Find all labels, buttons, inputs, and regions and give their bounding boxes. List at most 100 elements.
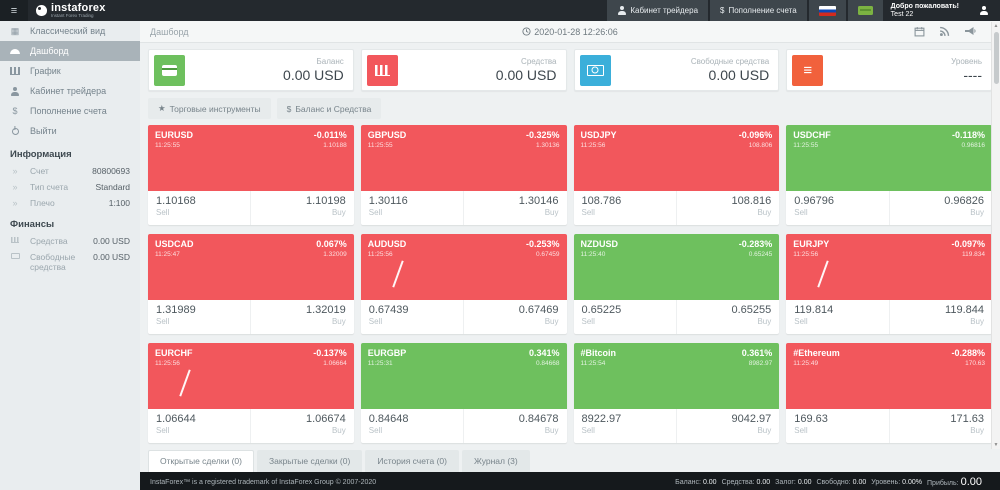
buy-price: 0.67469 (518, 304, 559, 316)
buy-quote-button[interactable]: 1.32019 Buy (250, 300, 353, 334)
buy-quote-button[interactable]: 0.65255 Buy (675, 300, 779, 334)
filter-button[interactable]: ★ Торговые инструменты (148, 98, 271, 119)
sell-quote-button[interactable]: 0.84648 Sell (361, 409, 463, 443)
quote-tile[interactable]: AUDUSD 11:25:56 -0.253% 0.67459 0.67439 … (360, 234, 567, 334)
info-section-title: Информация (10, 149, 72, 160)
quote-tile-header: GBPUSD 11:25:55 -0.325% 1.30136 (360, 125, 567, 191)
mini-bar-chart-icon (0, 236, 30, 243)
scrollbar-thumb[interactable] (993, 32, 999, 84)
pair-last-price: 1.32009 (323, 251, 347, 258)
sidebar: ▦ Классический вид Дашборд График Кабине… (0, 21, 140, 490)
language-flag-button[interactable] (808, 0, 846, 21)
buy-quote-button[interactable]: 1.06674 Buy (250, 409, 353, 443)
credit-card-icon (154, 54, 185, 86)
deals-tab[interactable]: Закрытые сделки (0) (256, 450, 363, 472)
sell-price: 0.96796 (794, 195, 835, 207)
sell-quote-button[interactable]: 1.30116 Sell (361, 191, 463, 225)
calendar-icon[interactable] (914, 26, 925, 37)
quote-tile-header: EURCHF 11:25:56 -0.137% 1.06664 (148, 343, 354, 409)
sidebar-item-deposit[interactable]: $ Пополнение счета (0, 101, 140, 121)
pair-change-percent: -0.325% (525, 130, 560, 140)
sell-quote-button[interactable]: 1.10168 Sell (148, 191, 250, 225)
buy-quote-button[interactable]: 108.816 Buy (675, 191, 779, 225)
pair-symbol: #Bitcoin (580, 348, 617, 358)
equity-row: Средства 0.00 USD (0, 233, 140, 249)
deals-tab[interactable]: Открытые сделки (0) (148, 450, 254, 472)
payment-card-button[interactable] (847, 0, 883, 21)
pair-symbol: EURGBP (367, 348, 407, 358)
quote-tile-header: #Ethereum 11:25:49 -0.288% 170.63 (786, 343, 992, 409)
buy-quote-button[interactable]: 9042.97 Buy (675, 409, 779, 443)
trader-cabinet-button[interactable]: Кабинет трейдера (607, 0, 709, 21)
sidebar-item-logout[interactable]: Выйти (0, 121, 140, 141)
sell-quote-button[interactable]: 119.814 Sell (786, 300, 888, 334)
filter-button[interactable]: $ Баланс и Средства (276, 98, 382, 119)
quote-tile[interactable]: NZDUSD 11:25:40 -0.283% 0.65245 0.65225 … (573, 234, 780, 334)
equity-card: Средства 0.00 USD (360, 49, 567, 91)
sell-quote-button[interactable]: 0.96796 Sell (786, 191, 888, 225)
buy-price: 119.844 (945, 304, 984, 316)
buy-quote-button[interactable]: 0.96826 Buy (888, 191, 992, 225)
scroll-down-icon[interactable]: ▼ (993, 442, 999, 448)
quote-tile[interactable]: USDJPY 11:25:56 -0.096% 108.806 108.786 … (573, 125, 780, 225)
sell-quote-button[interactable]: 1.31989 Sell (148, 300, 250, 334)
deals-tab[interactable]: Журнал (3) (461, 450, 530, 472)
hamburger-menu-icon[interactable]: ≡ (0, 0, 28, 21)
pair-change-percent: -0.097% (951, 239, 985, 249)
megaphone-icon[interactable] (964, 26, 976, 37)
sidebar-item-classic-view[interactable]: ▦ Классический вид (0, 21, 140, 41)
quote-tile[interactable]: USDCHF 11:25:55 -0.118% 0.96816 0.96796 … (786, 125, 992, 225)
scroll-up-icon[interactable]: ▲ (993, 23, 999, 29)
buy-quote-button[interactable]: 0.67469 Buy (463, 300, 566, 334)
sell-quote-button[interactable]: 108.786 Sell (574, 191, 676, 225)
welcome-message: Добро пожаловать! Test 22 (890, 2, 959, 18)
buy-quote-button[interactable]: 1.30146 Buy (463, 191, 566, 225)
sell-label: Sell (794, 208, 808, 217)
mini-banknote-icon (0, 252, 30, 259)
quote-tile[interactable]: #Bitcoin 11:25:54 0.361% 8982.97 8922.97… (573, 343, 780, 443)
sell-quote-button[interactable]: 1.06644 Sell (148, 409, 250, 443)
sell-quote-button[interactable]: 0.65225 Sell (574, 300, 676, 334)
russia-flag-icon (818, 5, 836, 16)
pair-last-price: 1.10188 (323, 142, 347, 149)
pair-time: 11:25:49 (793, 360, 819, 367)
sell-quote-button[interactable]: 8922.97 Sell (574, 409, 676, 443)
sell-label: Sell (156, 317, 170, 326)
instaforex-logo[interactable]: instaforex Instant Forex Trading (36, 0, 106, 21)
pair-last-price: 0.96816 (961, 142, 986, 149)
buy-quote-button[interactable]: 171.63 Buy (888, 409, 992, 443)
buy-price: 108.816 (731, 195, 772, 207)
buy-label: Buy (970, 317, 984, 326)
quote-tile[interactable]: #Ethereum 11:25:49 -0.288% 170.63 169.63… (786, 343, 992, 443)
buy-quote-button[interactable]: 0.84678 Buy (463, 409, 566, 443)
deals-tab[interactable]: История счета (0) (365, 450, 459, 472)
sidebar-item-trader-cabinet[interactable]: Кабинет трейдера (0, 81, 140, 101)
quote-tile[interactable]: GBPUSD 11:25:55 -0.325% 1.30136 1.30116 … (360, 125, 567, 225)
sidebar-item-dashboard[interactable]: Дашборд (0, 41, 140, 61)
margin-level-card: ≡ Уровень ---- (786, 49, 992, 91)
main-scrollbar[interactable]: ▲ ▼ (991, 22, 1000, 449)
quote-tile[interactable]: USDCAD 11:25:47 0.067% 1.32009 1.31989 S… (148, 234, 354, 334)
sell-price: 0.67439 (368, 304, 409, 316)
rss-icon[interactable] (939, 26, 950, 37)
buy-quote-button[interactable]: 1.10198 Buy (250, 191, 353, 225)
server-datetime: 2020-01-28 12:26:06 (350, 27, 790, 37)
footer: InstaForex™ is a registered trademark of… (140, 472, 1000, 490)
quote-tile[interactable]: EURJPY 11:25:56 -0.097% 119.834 119.814 … (786, 234, 992, 334)
quote-tile[interactable]: EURUSD 11:25:55 -0.011% 1.10188 1.10168 … (148, 125, 354, 225)
sidebar-item-chart[interactable]: График (0, 61, 140, 81)
user-avatar[interactable] (967, 0, 1000, 21)
buy-price: 1.06674 (305, 413, 346, 425)
account-row: » Счет 80800693 (0, 163, 140, 179)
quote-tile[interactable]: EURCHF 11:25:56 -0.137% 1.06664 1.06644 … (148, 343, 354, 443)
leverage-row: » Плечо 1:100 (0, 195, 140, 211)
buy-label: Buy (757, 208, 772, 217)
sell-price: 1.06644 (156, 413, 196, 425)
sell-quote-button[interactable]: 0.67439 Sell (361, 300, 463, 334)
quote-tile[interactable]: EURGBP 11:25:31 0.341% 0.84668 0.84648 S… (360, 343, 567, 443)
deposit-button[interactable]: $ Пополнение счета (710, 0, 807, 21)
pair-time: 11:25:56 (580, 142, 606, 149)
sell-quote-button[interactable]: 169.63 Sell (786, 409, 888, 443)
buy-quote-button[interactable]: 119.844 Buy (888, 300, 992, 334)
buy-label: Buy (544, 317, 559, 326)
